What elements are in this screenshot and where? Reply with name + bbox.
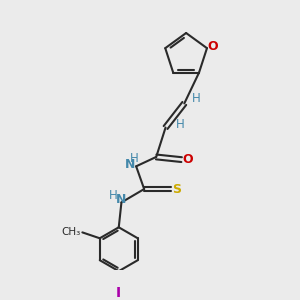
- Text: O: O: [182, 153, 193, 166]
- Text: N: N: [125, 158, 135, 171]
- Text: CH₃: CH₃: [62, 227, 81, 237]
- Text: N: N: [116, 193, 126, 206]
- Text: H: H: [109, 189, 118, 202]
- Text: H: H: [192, 92, 201, 105]
- Text: S: S: [172, 182, 181, 196]
- Text: H: H: [176, 118, 185, 131]
- Text: H: H: [130, 152, 138, 165]
- Text: I: I: [116, 286, 121, 300]
- Text: O: O: [208, 40, 218, 53]
